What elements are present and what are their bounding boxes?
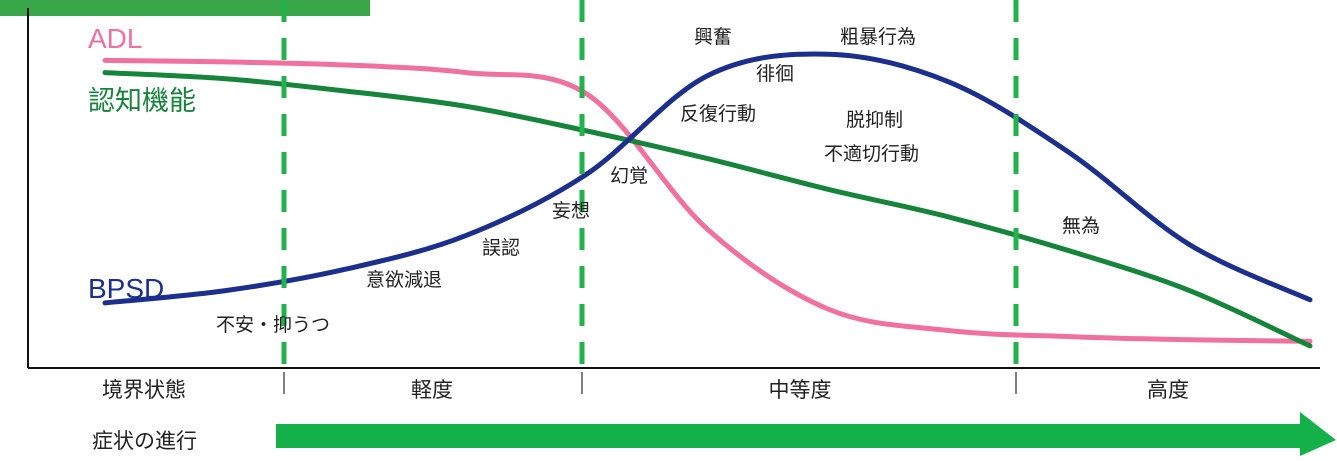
annotation-excitement: 興奮 <box>694 26 732 48</box>
annotation-abulia: 無為 <box>1062 215 1100 237</box>
annotation-hallucination: 幻覚 <box>610 165 648 187</box>
stage-dividers <box>281 0 1019 368</box>
annotation-violent-behavior: 粗暴行為 <box>840 26 916 48</box>
annotation-anxiety: 不安・抑うつ <box>216 314 330 336</box>
annotation-inappropriate-behavior: 不適切行動 <box>824 143 919 165</box>
legend-label-cognition: 認知機能 <box>88 86 196 116</box>
annotation-apathy-decline: 意欲減退 <box>366 269 442 291</box>
stage-label-moderate: 中等度 <box>769 378 832 402</box>
progress-arrow <box>276 412 1336 456</box>
series-line-bpsd <box>102 51 1313 306</box>
annotation-repetitive-behavior: 反復行動 <box>680 103 756 125</box>
series-line-adl <box>102 57 1313 344</box>
series-line-cognition <box>102 70 1313 349</box>
series-layer <box>102 51 1313 349</box>
header-banner <box>0 0 370 16</box>
annotation-disinhibition: 脱抑制 <box>846 109 903 131</box>
annotation-misidentification: 誤認 <box>482 237 520 259</box>
legend-label-adl: ADL <box>88 23 142 54</box>
stage-label-mild: 軽度 <box>411 378 453 402</box>
legend-label-bpsd: BPSD <box>88 273 164 304</box>
annotation-wandering: 徘徊 <box>756 63 794 85</box>
annotation-delusion: 妄想 <box>552 200 590 222</box>
stage-label-severe: 高度 <box>1147 378 1189 402</box>
stage-label-borderline: 境界状態 <box>102 378 186 402</box>
progress-label: 症状の進行 <box>92 429 197 453</box>
